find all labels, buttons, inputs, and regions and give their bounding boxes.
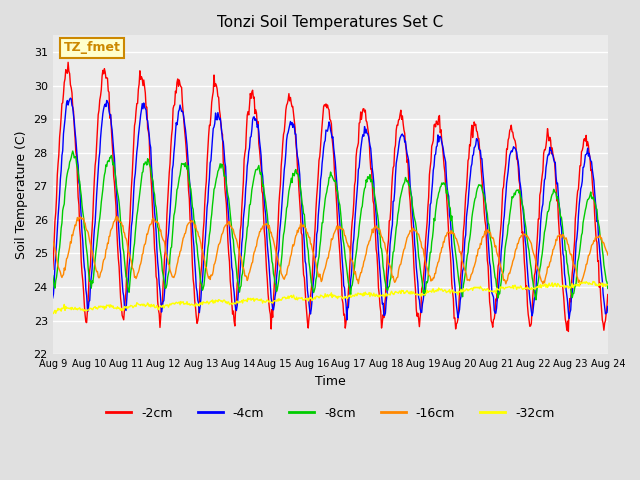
-16cm — [116, 219, 124, 225]
Line: -4cm: -4cm — [52, 98, 608, 320]
-8cm — [604, 286, 612, 291]
-16cm — [173, 262, 181, 268]
-8cm — [202, 264, 210, 270]
-16cm — [604, 252, 612, 258]
-4cm — [59, 148, 67, 154]
-32cm — [59, 306, 67, 312]
-8cm — [532, 297, 540, 303]
-2cm — [173, 80, 181, 85]
X-axis label: Time: Time — [315, 374, 346, 387]
-8cm — [69, 148, 77, 154]
-4cm — [399, 133, 407, 139]
-8cm — [173, 187, 181, 192]
-32cm — [604, 282, 612, 288]
-4cm — [415, 297, 423, 303]
-8cm — [399, 185, 406, 191]
-16cm — [202, 264, 210, 270]
-32cm — [172, 300, 180, 305]
Y-axis label: Soil Temperature (C): Soil Temperature (C) — [15, 131, 28, 259]
-8cm — [49, 273, 56, 278]
-32cm — [49, 311, 56, 317]
-32cm — [116, 306, 124, 312]
-32cm — [202, 300, 209, 306]
-2cm — [64, 60, 72, 65]
Line: -32cm: -32cm — [52, 281, 608, 314]
-16cm — [415, 231, 422, 237]
-8cm — [116, 219, 124, 225]
-16cm — [399, 253, 406, 259]
-2cm — [202, 179, 210, 184]
-32cm — [398, 288, 406, 293]
-16cm — [576, 282, 584, 288]
-8cm — [59, 207, 67, 213]
-2cm — [399, 113, 406, 119]
-4cm — [116, 252, 124, 257]
Line: -2cm: -2cm — [52, 62, 608, 332]
-16cm — [49, 239, 56, 244]
-2cm — [49, 266, 56, 272]
-8cm — [415, 253, 422, 259]
Legend: -2cm, -4cm, -8cm, -16cm, -32cm: -2cm, -4cm, -8cm, -16cm, -32cm — [101, 402, 559, 425]
-2cm — [59, 100, 67, 106]
-4cm — [604, 303, 612, 309]
-2cm — [116, 295, 124, 301]
-2cm — [564, 329, 572, 335]
-4cm — [173, 122, 181, 128]
-32cm — [414, 291, 422, 297]
-4cm — [343, 317, 351, 323]
-4cm — [67, 96, 74, 101]
-4cm — [49, 295, 56, 301]
Line: -8cm: -8cm — [52, 151, 608, 300]
-4cm — [202, 219, 210, 225]
-32cm — [589, 278, 597, 284]
-2cm — [604, 292, 612, 298]
-16cm — [59, 273, 67, 278]
Text: TZ_fmet: TZ_fmet — [64, 41, 121, 54]
Title: Tonzi Soil Temperatures Set C: Tonzi Soil Temperatures Set C — [217, 15, 444, 30]
-16cm — [114, 214, 122, 219]
-2cm — [415, 316, 422, 322]
Line: -16cm: -16cm — [52, 216, 608, 285]
